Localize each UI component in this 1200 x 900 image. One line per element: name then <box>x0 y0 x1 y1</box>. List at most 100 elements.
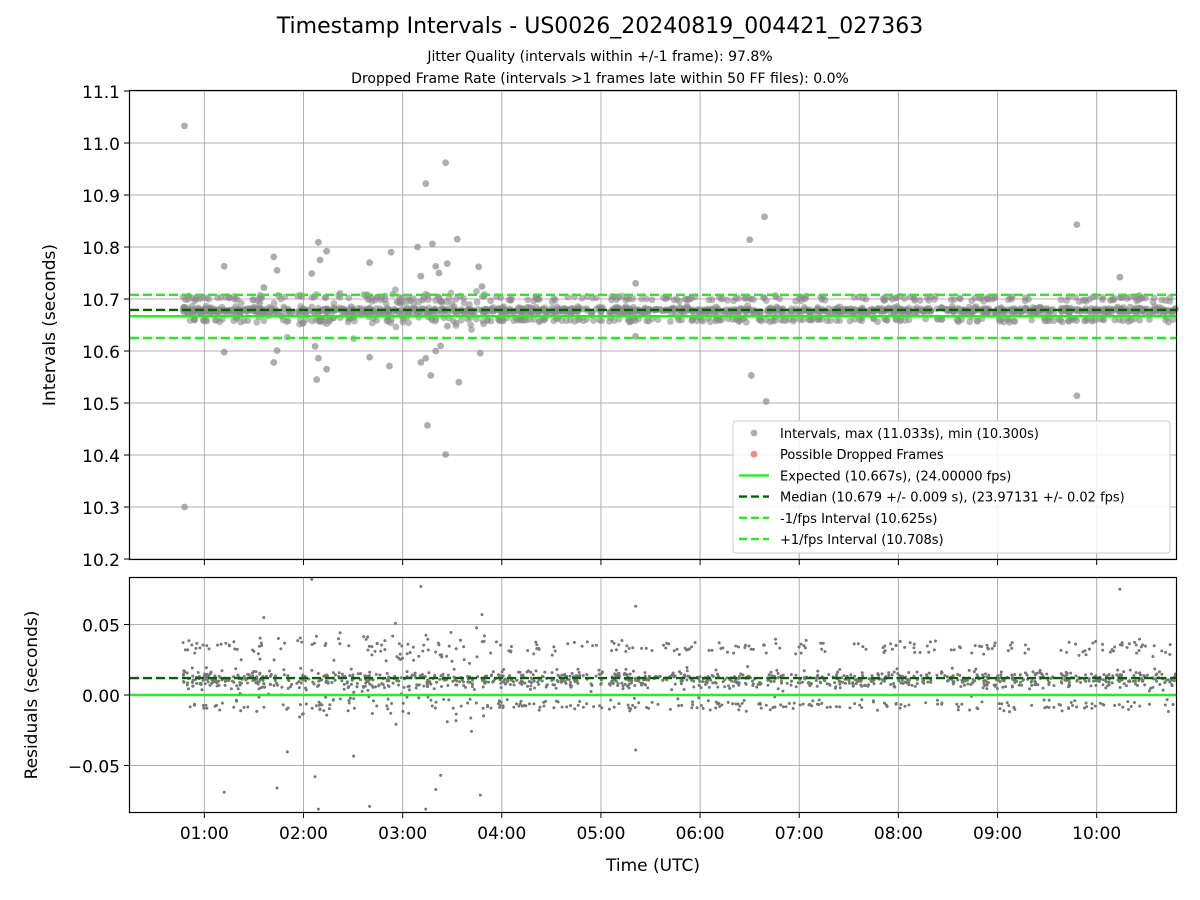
residual-point <box>890 647 894 651</box>
residual-point <box>708 708 712 712</box>
residual-point <box>526 684 530 688</box>
residual-point <box>247 673 251 677</box>
residual-point <box>273 678 277 682</box>
residual-point <box>747 644 751 648</box>
residual-point <box>1074 674 1078 678</box>
residual-point <box>269 672 273 676</box>
residual-point <box>257 680 261 684</box>
residual-point <box>646 686 650 690</box>
residual-point <box>375 642 379 646</box>
residual-point <box>1045 672 1049 676</box>
interval-point <box>890 309 898 317</box>
residual-point <box>690 678 694 682</box>
residual-point <box>867 677 871 681</box>
interval-outlier-point <box>1073 221 1081 229</box>
interval-point <box>958 316 966 323</box>
interval-point <box>789 317 797 325</box>
residual-point <box>576 703 580 707</box>
residual-point <box>537 683 541 687</box>
interval-point <box>787 309 795 316</box>
residual-point <box>849 673 853 677</box>
residual-point <box>892 682 896 686</box>
residual-point <box>206 680 210 684</box>
residual-point <box>631 703 635 707</box>
residual-point <box>650 648 654 652</box>
residual-point <box>1077 653 1081 657</box>
residual-point <box>785 681 789 685</box>
residual-point <box>289 685 293 689</box>
residual-point <box>1166 710 1170 714</box>
residual-point <box>1107 673 1111 677</box>
residual-point <box>1119 674 1123 678</box>
residual-point <box>462 658 466 662</box>
interval-outlier-point <box>427 372 435 379</box>
y-tick-label: 10.5 <box>82 395 120 415</box>
residual-point <box>945 679 949 683</box>
residual-point <box>342 687 346 691</box>
residual-point <box>952 680 956 684</box>
residual-point <box>1134 682 1138 686</box>
interval-point <box>799 316 807 323</box>
residual-point <box>585 673 589 677</box>
residual-point <box>389 711 393 715</box>
residual-point <box>1107 683 1111 687</box>
interval-point <box>738 315 746 323</box>
residual-point <box>355 681 359 685</box>
residual-point <box>532 686 536 690</box>
residual-point <box>355 685 359 689</box>
residual-point <box>391 681 395 685</box>
residual-point <box>717 701 721 705</box>
residual-point <box>183 648 187 652</box>
residual-point <box>287 679 291 683</box>
y-tick-label: 10.2 <box>82 551 120 571</box>
interval-point <box>487 297 495 305</box>
interval-point <box>424 309 431 317</box>
residual-point <box>966 682 970 686</box>
residual-point <box>951 682 955 686</box>
residual-point <box>620 639 624 643</box>
residual-point <box>1108 650 1112 654</box>
residual-point <box>1157 670 1161 674</box>
residual-point <box>560 673 564 677</box>
interval-point <box>980 297 988 305</box>
residual-point <box>714 706 718 710</box>
residual-point <box>973 644 977 648</box>
residual-point <box>1002 709 1006 713</box>
residual-point <box>185 683 189 687</box>
residual-point <box>347 701 351 705</box>
residual-outlier-point <box>478 793 482 797</box>
residual-point <box>433 706 437 710</box>
residual-point <box>614 668 618 672</box>
residual-point <box>481 706 485 710</box>
interval-point <box>667 318 674 325</box>
residual-point <box>711 674 715 678</box>
residual-point <box>1125 646 1129 650</box>
residual-point <box>467 661 471 665</box>
residual-point <box>622 673 626 677</box>
residual-point <box>870 674 874 678</box>
residual-point <box>750 679 754 683</box>
residual-point <box>1101 678 1105 682</box>
residual-point <box>859 683 863 687</box>
residual-point <box>1013 672 1017 676</box>
interval-point <box>719 295 727 303</box>
residual-point <box>550 671 554 675</box>
residual-point <box>768 708 772 712</box>
residual-point <box>626 703 630 707</box>
residual-point <box>910 683 914 687</box>
interval-point <box>242 306 249 314</box>
interval-point <box>723 306 731 314</box>
residual-point <box>413 671 417 675</box>
residual-point <box>201 643 205 647</box>
top-reference-lines <box>130 293 1176 340</box>
residual-point <box>609 698 613 702</box>
residual-point <box>838 668 842 672</box>
residual-point <box>238 683 242 687</box>
residual-point <box>861 674 865 678</box>
interval-point <box>879 295 887 303</box>
residual-point <box>985 683 989 687</box>
interval-point <box>373 316 381 324</box>
residual-point <box>776 676 780 680</box>
residual-point <box>260 644 264 648</box>
y-tick-label: 10.8 <box>82 239 120 259</box>
